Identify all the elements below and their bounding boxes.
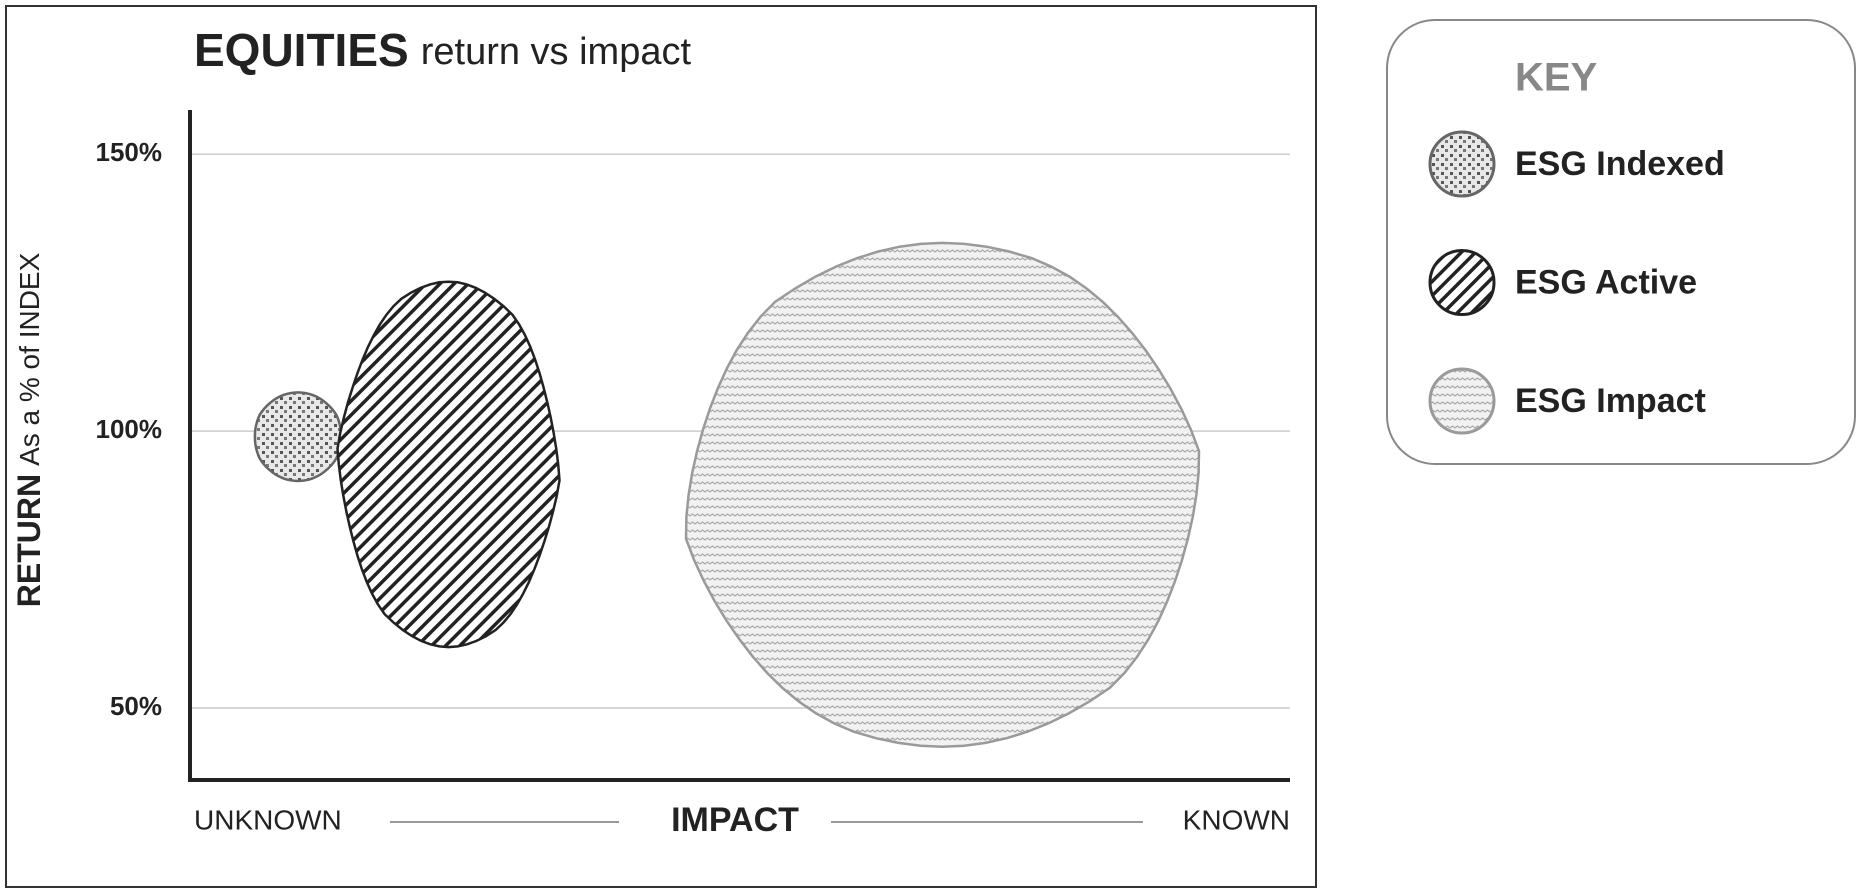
y-sublabel: As a % of INDEX	[14, 252, 45, 466]
legend-swatch	[1428, 249, 1496, 316]
chart-frame	[5, 5, 1317, 888]
legend-label: ESG Active	[1515, 263, 1697, 301]
y-tick-label: 100%	[96, 414, 163, 444]
legend-label: ESG Impact	[1515, 382, 1706, 420]
subtitle: return vs impact	[421, 31, 692, 73]
x-low-label: UNKNOWN	[194, 804, 342, 835]
range-blob	[684, 241, 1201, 749]
legend-swatch	[1428, 367, 1496, 435]
legend-swatch	[1428, 130, 1496, 198]
y-label: RETURN	[11, 474, 47, 607]
range-blob	[336, 280, 561, 649]
y-tick-label: 50%	[110, 691, 162, 721]
axis	[188, 110, 1290, 782]
legend-label: ESG Indexed	[1515, 145, 1725, 183]
x-high-label: KNOWN	[1183, 804, 1290, 835]
legend-title: KEY	[1515, 56, 1598, 100]
y-axis-label: RETURN As a % of INDEX	[11, 252, 47, 607]
chart-title: EQUITIES return vs impact	[194, 24, 691, 76]
x-label: IMPACT	[671, 801, 799, 839]
legend-box	[1386, 19, 1856, 465]
title: EQUITIES	[194, 24, 409, 76]
range-blob	[253, 391, 343, 483]
y-tick-label: 150%	[96, 137, 163, 167]
